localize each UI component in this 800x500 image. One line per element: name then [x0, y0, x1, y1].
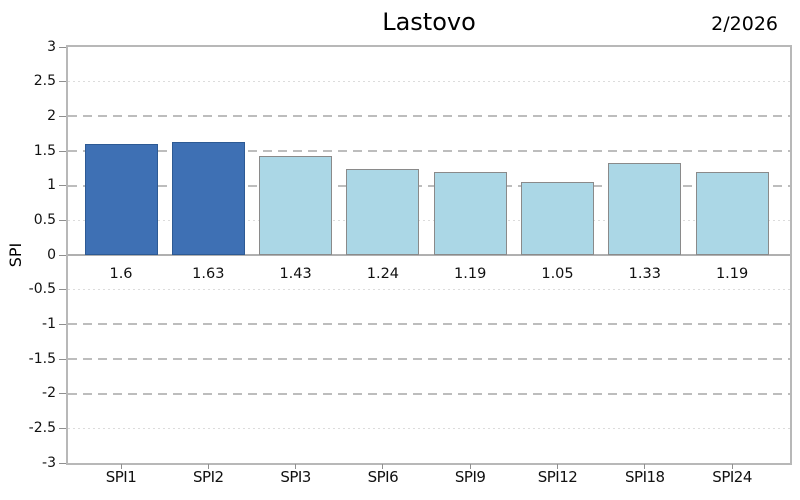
gridline-dotted-0.5	[68, 219, 790, 221]
y-tick-mark--0.5	[59, 289, 66, 291]
x-tick-mark-spi3	[295, 464, 297, 469]
y-tick-label-0: 0	[47, 246, 56, 263]
y-tick-mark--1.5	[59, 358, 66, 360]
gridline-dashed-1.5	[68, 150, 790, 152]
y-tick-label--2.5: -2.5	[28, 419, 56, 436]
bar-value-label-spi6: 1.24	[366, 266, 400, 282]
gridline-dotted--0.5	[68, 289, 790, 291]
x-tick-label-spi2: SPI2	[193, 468, 224, 486]
y-tick-mark--3	[59, 462, 66, 464]
x-tick-mark-spi18	[644, 464, 646, 469]
y-tick-label-3: 3	[47, 38, 56, 55]
y-tick-label-2: 2	[47, 107, 56, 124]
y-tick-mark-3	[59, 46, 66, 48]
x-tick-mark-spi12	[557, 464, 558, 469]
y-tick-mark-2.5	[59, 81, 66, 83]
x-tick-mark-spi9	[469, 464, 471, 469]
y-tick-label-2.5: 2.5	[33, 73, 56, 90]
bar-value-label-spi18: 1.33	[628, 266, 661, 282]
bar-spi9	[433, 172, 507, 255]
x-tick-label-spi1: SPI1	[105, 468, 137, 486]
x-tick-mark-spi2	[207, 464, 209, 469]
y-tick-label-1.5: 1.5	[33, 142, 56, 159]
gridline-dashed-1	[68, 184, 790, 187]
y-tick-mark--2.5	[59, 427, 66, 429]
bar-value-label-spi1: 1.6	[109, 266, 133, 282]
bar-spi1	[84, 144, 158, 255]
bar-spi18	[608, 162, 682, 255]
gridline-dotted-2.5	[68, 81, 790, 83]
gridline-dashed-2	[68, 115, 790, 118]
gridline-dashed--1.5	[68, 358, 790, 360]
y-tick-label--3: -3	[42, 454, 56, 471]
x-tick-mark-spi1	[120, 464, 122, 469]
bar-spi6	[346, 169, 420, 255]
bar-value-label-spi2: 1.63	[192, 266, 225, 282]
x-tick-label-spi12: SPI12	[537, 468, 578, 486]
x-tick-label-spi3: SPI3	[280, 468, 311, 486]
bar-value-label-spi9: 1.19	[454, 266, 487, 282]
y-tick-mark-1	[59, 185, 66, 187]
gridline-dotted--2.5	[68, 427, 790, 429]
x-tick-label-spi6: SPI6	[367, 468, 399, 486]
bar-spi3	[259, 155, 333, 255]
chart-title: Lastovo	[382, 8, 476, 36]
bar-spi24	[695, 172, 769, 255]
x-tick-label-spi24: SPI24	[712, 468, 752, 486]
period-label: 2/2026	[711, 13, 778, 35]
x-tick-mark-spi6	[382, 464, 384, 469]
x-tick-label-spi9: SPI9	[454, 468, 486, 486]
y-tick-label--0.5: -0.5	[28, 281, 56, 298]
y-tick-label--1.5: -1.5	[28, 350, 56, 367]
x-tick-label-spi18: SPI18	[625, 468, 665, 486]
y-tick-mark-2	[59, 115, 66, 117]
y-tick-label--2: -2	[42, 385, 56, 402]
bar-spi2	[171, 141, 245, 255]
bar-value-label-spi24: 1.19	[715, 266, 749, 282]
bar-spi12	[521, 182, 594, 255]
y-tick-mark--1	[59, 323, 66, 325]
bar-value-label-spi12: 1.05	[541, 266, 574, 282]
y-tick-mark-1.5	[59, 150, 66, 152]
y-tick-mark-0.5	[59, 219, 66, 221]
x-tick-mark-spi24	[731, 464, 733, 469]
plot-area: 1.6 1.63 1.43 1.24 1.19 1.05 1.33 1.19	[66, 45, 792, 465]
gridline-dashed--2	[68, 392, 790, 395]
gridline-dashed--1	[68, 323, 790, 326]
y-tick-label-0.5: 0.5	[33, 211, 56, 228]
y-tick-mark-0	[59, 254, 66, 256]
y-tick-mark--2	[59, 393, 66, 395]
y-tick-label--1: -1	[42, 315, 56, 332]
zero-gridline	[68, 254, 790, 256]
bar-value-label-spi3: 1.43	[279, 266, 312, 282]
y-tick-label-1: 1	[47, 177, 56, 194]
